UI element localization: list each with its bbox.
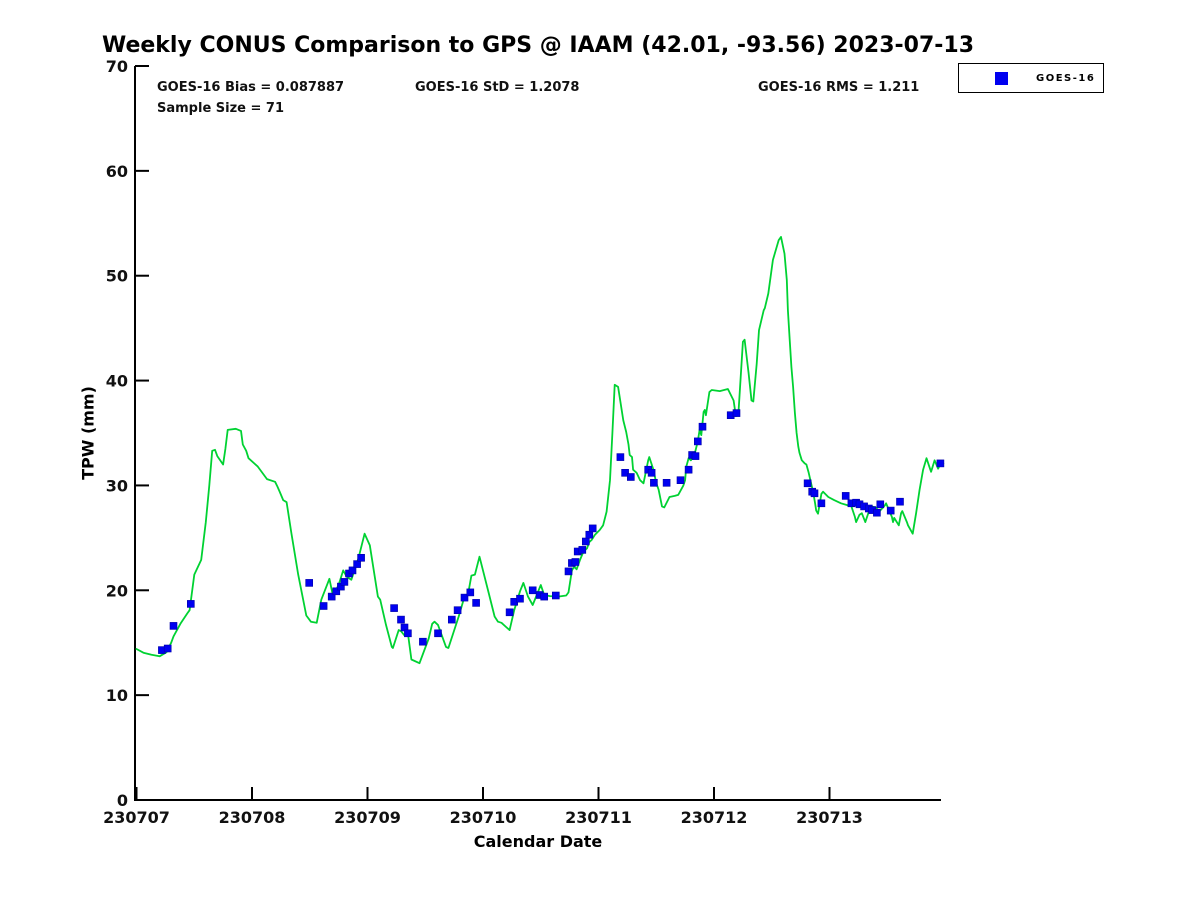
- y-tick-label: 60: [106, 162, 128, 181]
- y-tick-label: 30: [106, 476, 128, 495]
- goes16-marker: [327, 592, 336, 601]
- x-tick-label: 230709: [334, 808, 401, 827]
- stat-sample: Sample Size = 71: [157, 101, 285, 116]
- goes16-marker: [588, 524, 597, 533]
- goes16-marker: [357, 553, 365, 562]
- goes16-marker: [936, 459, 945, 468]
- goes16-marker: [732, 409, 741, 417]
- goes16-marker: [585, 530, 594, 539]
- stat-bias: GOES-16 Bias = 0.087887: [157, 80, 345, 95]
- goes16-marker: [505, 608, 514, 617]
- goes16-marker: [564, 567, 573, 576]
- goes16-marker: [319, 602, 328, 610]
- goes16-marker: [453, 606, 462, 615]
- goes16-marker: [472, 599, 480, 607]
- goes16-marker: [187, 600, 195, 608]
- goes16-marker: [348, 566, 357, 575]
- y-tick-label: 50: [106, 267, 128, 286]
- gps-line: [135, 235, 945, 665]
- goes16-marker: [647, 468, 656, 477]
- y-tick-label: 20: [106, 581, 128, 600]
- goes16-marker: [169, 622, 178, 630]
- goes16-marker: [460, 593, 469, 602]
- goes16-marker: [896, 497, 904, 506]
- goes16-marker: [466, 588, 475, 597]
- goes16-marker: [578, 546, 587, 554]
- goes16-marker: [626, 473, 635, 481]
- goes16-marker: [693, 437, 702, 446]
- y-tick-label: 10: [106, 686, 128, 705]
- goes16-marker: [662, 478, 671, 487]
- goes16-marker: [163, 644, 172, 653]
- goes16-marker: [810, 489, 819, 498]
- x-tick-label: 230711: [565, 808, 632, 827]
- goes16-marker: [332, 587, 341, 596]
- y-tick-label: 70: [106, 57, 128, 76]
- goes16-marker: [650, 478, 658, 487]
- stat-std: GOES-16 StD = 1.2078: [415, 80, 580, 95]
- goes16-marker: [447, 615, 456, 624]
- goes16-marker: [540, 592, 549, 601]
- stat-rms: GOES-16 RMS = 1.211: [758, 80, 920, 95]
- goes16-marker: [353, 560, 361, 568]
- goes16-marker: [404, 629, 412, 638]
- goes16-marker: [581, 537, 590, 546]
- x-tick-label: 230712: [681, 808, 748, 827]
- y-tick-label: 0: [117, 791, 128, 810]
- goes16-marker: [691, 452, 700, 460]
- goes16-marker: [516, 594, 524, 603]
- x-tick-label: 230707: [103, 808, 170, 827]
- x-tick-label: 230713: [796, 808, 863, 827]
- goes16-marker: [873, 508, 881, 517]
- legend-label: GOES-16: [1036, 72, 1096, 84]
- goes16-marker: [305, 579, 314, 587]
- goes16-marker: [434, 629, 442, 638]
- goes16-marker: [340, 578, 349, 586]
- goes16-marker: [676, 476, 685, 485]
- goes16-marker: [551, 591, 560, 600]
- goes16-marker: [419, 637, 427, 646]
- goes16-marker: [698, 422, 707, 431]
- x-tick-label: 230710: [450, 808, 517, 827]
- x-axis-label: Calendar Date: [473, 832, 603, 851]
- y-tick-label: 40: [106, 372, 128, 391]
- goes16-marker: [390, 604, 398, 612]
- goes16-marker: [571, 558, 580, 566]
- goes16-marker: [621, 468, 629, 477]
- goes16-marker: [876, 500, 885, 509]
- goes16-marker: [803, 479, 812, 488]
- legend-square-marker-icon: [995, 71, 1008, 85]
- chart-title: Weekly CONUS Comparison to GPS @ IAAM (4…: [101, 33, 975, 58]
- goes16-marker: [397, 615, 405, 624]
- goes16-marker: [528, 586, 537, 595]
- legend: GOES-16: [958, 63, 1104, 93]
- goes16-marker: [616, 453, 625, 461]
- goes16-marker: [886, 506, 895, 515]
- goes16-marker: [841, 492, 850, 500]
- goes16-marker: [817, 499, 826, 508]
- x-tick-label: 230708: [219, 808, 286, 827]
- goes16-marker: [684, 465, 693, 474]
